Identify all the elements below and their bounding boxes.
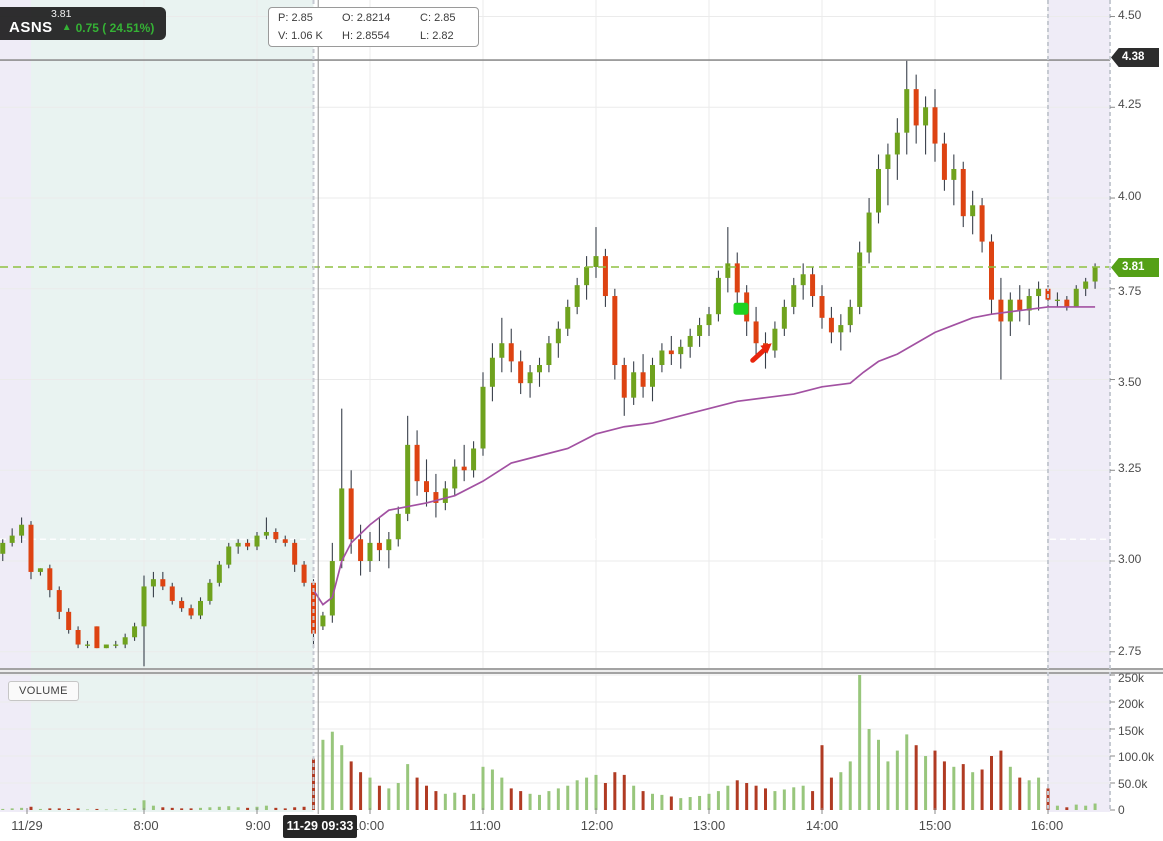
time-tick-0900: 9:00 [245,818,271,833]
time-tick-1000: 10:00 [351,818,385,833]
ticker-last-price: 3.81 [51,8,72,20]
volume-tick-50k: 50.0k [1118,777,1148,791]
price-tick-400: 4.00 [1118,189,1142,203]
pane-separator [0,668,1163,674]
session-premarket [31,0,314,812]
time-tick-1200: 12:00 [580,818,614,833]
price-tick-300: 3.00 [1118,552,1142,566]
volume-tick-150k: 150k [1118,724,1145,738]
ticker-change: 0.75 ( 24.51%) [75,21,155,35]
arrow-marker-tail [750,347,767,363]
trade-markers [733,302,772,363]
time-tick-0800: 8:00 [133,818,159,833]
last-price-badge: 3.81 [1111,258,1159,277]
price-tick-375: 3.75 [1118,284,1142,298]
info-low: L: 2.82 [420,30,454,42]
time-tick-1500: 15:00 [918,818,952,833]
ticker-panel[interactable]: 3.81 ASNS ▲ 0.75 ( 24.51%) [0,7,167,40]
time-tick-1100: 11:00 [469,818,501,833]
price-tick-275: 2.75 [1118,644,1142,658]
price-tick-425: 4.25 [1118,97,1142,111]
crosshair-time-badge: 11-29 09:33 [283,815,357,838]
ticker-symbol: ASNS [9,19,53,36]
buy-marker [733,302,749,315]
info-close: C: 2.85 [420,12,456,24]
volume-series [1,675,1097,811]
volume-tick-100k: 100.0k [1118,750,1155,764]
price-tick-325: 3.25 [1118,461,1142,475]
info-open: O: 2.8214 [342,12,391,24]
session-afterhours [1047,0,1110,812]
time-tick-1300: 13:00 [692,818,726,833]
volume-tick-250k: 250k [1118,671,1145,685]
price-tick-350: 3.50 [1118,375,1142,389]
session-premarket-early [0,0,32,812]
volume-tick-0: 0 [1118,803,1125,817]
session-dividers [312,0,1111,812]
volume-pane-label[interactable]: VOLUME [8,681,79,701]
crosshair-price-badge: 4.38 [1111,48,1159,67]
up-arrow-icon: ▲ [61,22,72,33]
time-tick-date: 11/29 [11,818,43,833]
crosshair [0,0,1110,814]
arrow-marker-head [760,343,772,354]
axis-ticks [26,16,1115,814]
info-volume: V: 1.06 K [278,30,323,42]
price-tick-450: 4.50 [1118,8,1142,22]
time-tick-1400: 14:00 [805,818,839,833]
candlestick-series [0,60,1098,667]
time-tick-1600: 16:00 [1030,818,1064,833]
vwap-line [312,306,1096,606]
info-prev: P: 2.85 [278,12,313,24]
ohlc-info-box: P: 2.85 O: 2.8214 C: 2.85 V: 1.06 K H: 2… [268,7,479,47]
session-shading [0,0,1110,812]
volume-tick-200k: 200k [1118,697,1145,711]
info-high: H: 2.8554 [342,30,390,42]
